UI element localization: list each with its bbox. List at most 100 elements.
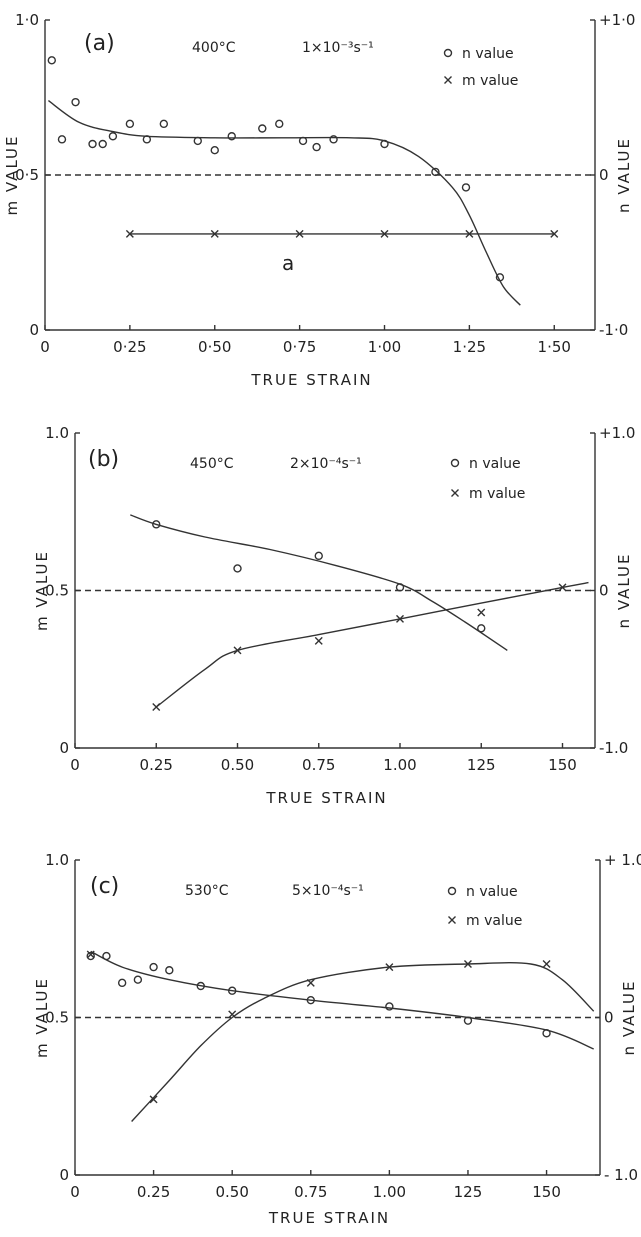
data-point-n [275,119,284,129]
y2-tick-label: - 1.0 [604,1166,638,1184]
fit-curve-m [131,961,595,1122]
legend-label: n value [469,456,521,472]
data-point-n [380,139,389,149]
x-tick-label: 0 [70,1183,80,1201]
condition-strain-rate: 2×10⁻⁴s⁻¹ [290,456,362,472]
data-point-n [210,145,219,155]
y-axis-label: m VALUE [3,134,21,215]
panel-label: (a) [84,31,115,56]
x-tick-label: 0.50 [215,1183,248,1201]
data-point-n [461,183,471,192]
y-axis-label: m VALUE [33,977,51,1058]
chart-panel-b: 0 0.25 0.50 0.75 1.00 125 150 0 0.5 1.0 -1.0 0 +1.0 T… [33,424,635,807]
x-tick-label: 1·25 [453,338,486,356]
data-point-n [133,975,143,984]
data-point-n [495,273,505,282]
y-tick-label: 1·0 [15,11,39,29]
legend-marker-n [447,886,457,896]
data-point-m [210,229,219,238]
data-point-m [542,959,551,968]
y2-tick-label: 0 [599,166,609,184]
y2-tick-label: +1.0 [599,424,635,442]
x-axis-label: TRUE STRAIN [265,789,387,807]
y-tick-label: 0.5 [45,1009,69,1027]
data-point-n [102,951,111,961]
y2-tick-label: -1.0 [599,739,628,757]
condition-temperature: 450°C [190,456,234,472]
fit-curve-n [90,950,594,1050]
x-tick-label: 0.50 [221,756,254,774]
data-point-m [125,229,134,238]
data-point-m [463,959,472,968]
data-point-n [306,995,315,1005]
legend-label: n value [462,46,514,62]
x-tick-label: 125 [467,756,496,774]
legend-label: m value [466,913,522,929]
x-tick-label: 1.00 [383,756,416,774]
y-tick-label: 0.5 [45,582,69,600]
condition-strain-rate: 1×10⁻³s⁻¹ [302,40,374,56]
y-tick-label: 0 [59,1166,69,1184]
data-point-n [542,1029,551,1038]
x-tick-label: 0.75 [294,1183,327,1201]
data-point-n [88,139,97,149]
legend-marker-m [451,489,459,497]
data-point-n [312,142,321,152]
data-point-n [98,139,107,149]
data-point-n [71,97,80,107]
data-point-n [258,124,267,133]
x-tick-label: 150 [548,756,577,774]
data-point-m [86,950,95,959]
data-point-m [233,646,242,655]
y-tick-label: 1.0 [45,851,69,869]
panel-label: (c) [90,874,119,899]
y-tick-label: 0·5 [15,166,39,184]
data-point-n [165,966,174,975]
legend-marker-n [450,458,460,468]
data-point-n [142,135,152,144]
data-point-n [57,135,67,144]
x-tick-label: 1.00 [373,1183,406,1201]
y2-tick-label: +1·0 [599,11,635,29]
legend-label: n value [466,884,518,900]
data-point-n [463,1016,473,1025]
fit-curve-n [130,514,508,651]
data-point-n [477,624,486,633]
data-point-n [193,136,202,146]
data-point-n [385,1002,394,1011]
y2-tick-label: + 1.0 [604,851,641,869]
x-tick-label: 125 [454,1183,483,1201]
data-point-m [550,229,559,238]
x-tick-label: 0·50 [198,338,231,356]
data-point-m [295,229,304,238]
x-tick-label: 0·75 [283,338,316,356]
data-point-m [152,703,161,712]
condition-temperature: 530°C [185,883,229,899]
data-point-m [149,1095,158,1104]
data-point-n [86,951,95,961]
legend-label: m value [469,486,525,502]
fit-curve-m [155,581,589,708]
data-point-n [125,119,135,129]
x-tick-label: 0.25 [140,756,173,774]
data-point-n [159,119,169,129]
x-tick-label: 0 [40,338,50,356]
data-point-m [465,229,474,238]
data-point-n [117,978,127,988]
data-point-n [152,520,161,529]
chart-panel-c: 0 0.25 0.50 0.75 1.00 125 150 0 0.5 1.0 - 1.0 0 + 1.… [33,851,641,1227]
data-point-m [385,963,394,972]
y2-tick-label: -1·0 [599,321,628,339]
condition-temperature: 400°C [192,40,236,56]
data-point-n [431,167,440,177]
x-axis-label: TRUE STRAIN [250,371,372,389]
fit-curve-n [47,100,521,306]
x-tick-label: 1·50 [538,338,571,356]
y-axis-label: m VALUE [33,550,51,631]
y2-tick-label: 0 [599,582,609,600]
condition-strain-rate: 5×10⁻⁴s⁻¹ [292,883,364,899]
data-point-m [228,1010,237,1019]
data-point-n [227,986,237,995]
